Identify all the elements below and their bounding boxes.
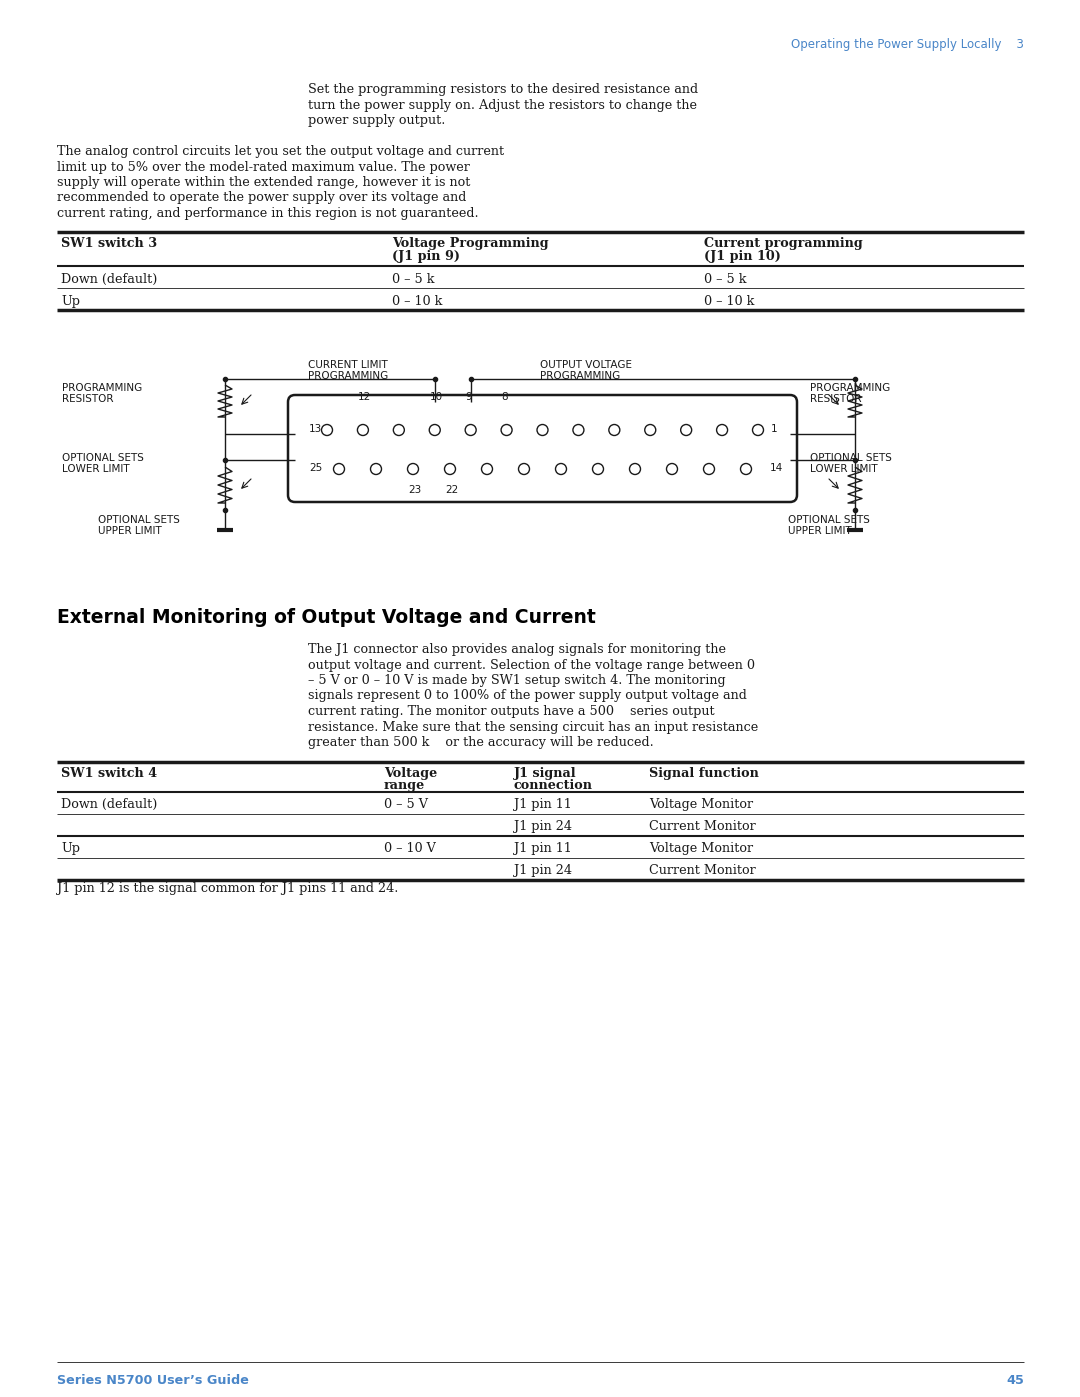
Text: greater than 500 k    or the accuracy will be reduced.: greater than 500 k or the accuracy will …: [308, 736, 653, 749]
Text: 0 – 10 k: 0 – 10 k: [392, 295, 443, 307]
Text: The analog control circuits let you set the output voltage and current: The analog control circuits let you set …: [57, 145, 504, 158]
Text: LOWER LIMIT: LOWER LIMIT: [62, 464, 130, 474]
Text: 0 – 5 k: 0 – 5 k: [392, 272, 434, 286]
Text: current rating. The monitor outputs have a 500    series output: current rating. The monitor outputs have…: [308, 705, 715, 718]
Text: 13: 13: [309, 425, 322, 434]
Text: – 5 V or 0 – 10 V is made by SW1 setup switch 4. The monitoring: – 5 V or 0 – 10 V is made by SW1 setup s…: [308, 673, 726, 687]
Text: range: range: [384, 780, 426, 792]
Text: Operating the Power Supply Locally    3: Operating the Power Supply Locally 3: [792, 38, 1024, 52]
Text: power supply output.: power supply output.: [308, 115, 445, 127]
Text: The J1 connector also provides analog signals for monitoring the: The J1 connector also provides analog si…: [308, 643, 726, 657]
Text: Voltage: Voltage: [384, 767, 437, 780]
Text: output voltage and current. Selection of the voltage range between 0: output voltage and current. Selection of…: [308, 658, 755, 672]
Text: 12: 12: [357, 393, 372, 402]
Text: J1 pin 24: J1 pin 24: [514, 820, 572, 833]
Text: turn the power supply on. Adjust the resistors to change the: turn the power supply on. Adjust the res…: [308, 99, 697, 112]
Text: UPPER LIMIT: UPPER LIMIT: [788, 527, 852, 536]
Text: RESISTOR: RESISTOR: [810, 394, 862, 404]
Text: 22: 22: [445, 485, 458, 495]
Text: recommended to operate the power supply over its voltage and: recommended to operate the power supply …: [57, 191, 467, 204]
Text: 25: 25: [309, 462, 322, 474]
Text: OPTIONAL SETS: OPTIONAL SETS: [62, 453, 144, 462]
Text: J1 pin 12 is the signal common for J1 pins 11 and 24.: J1 pin 12 is the signal common for J1 pi…: [57, 882, 399, 895]
Text: Down (default): Down (default): [60, 798, 158, 812]
Text: 8: 8: [501, 393, 509, 402]
Text: 0 – 5 V: 0 – 5 V: [384, 798, 428, 812]
Text: PROGRAMMING: PROGRAMMING: [540, 372, 620, 381]
Text: Voltage Monitor: Voltage Monitor: [649, 842, 753, 855]
Text: signals represent 0 to 100% of the power supply output voltage and: signals represent 0 to 100% of the power…: [308, 690, 747, 703]
Text: 0 – 10 k: 0 – 10 k: [704, 295, 754, 307]
Text: 1: 1: [771, 425, 778, 434]
Text: Voltage Programming: Voltage Programming: [392, 237, 549, 250]
Text: J1 pin 11: J1 pin 11: [514, 842, 571, 855]
Text: (J1 pin 9): (J1 pin 9): [392, 250, 460, 263]
Text: PROGRAMMING: PROGRAMMING: [62, 383, 143, 393]
Text: J1 signal: J1 signal: [514, 767, 577, 780]
Text: Up: Up: [60, 295, 80, 307]
Text: RESISTOR: RESISTOR: [62, 394, 113, 404]
Text: Series N5700 User’s Guide: Series N5700 User’s Guide: [57, 1375, 248, 1387]
Text: Current Monitor: Current Monitor: [649, 820, 756, 833]
Text: connection: connection: [514, 780, 593, 792]
Text: External Monitoring of Output Voltage and Current: External Monitoring of Output Voltage an…: [57, 608, 596, 627]
Text: SW1 switch 3: SW1 switch 3: [60, 237, 157, 250]
Text: OUTPUT VOLTAGE: OUTPUT VOLTAGE: [540, 360, 632, 370]
Text: SW1 switch 4: SW1 switch 4: [60, 767, 157, 780]
Text: supply will operate within the extended range, however it is not: supply will operate within the extended …: [57, 176, 471, 189]
Text: 14: 14: [770, 462, 783, 474]
Text: Up: Up: [60, 842, 80, 855]
Text: PROGRAMMING: PROGRAMMING: [810, 383, 890, 393]
Text: Current Monitor: Current Monitor: [649, 863, 756, 877]
Text: resistance. Make sure that the sensing circuit has an input resistance: resistance. Make sure that the sensing c…: [308, 721, 758, 733]
Text: Signal function: Signal function: [649, 767, 759, 780]
Text: 0 – 10 V: 0 – 10 V: [384, 842, 436, 855]
Text: Set the programming resistors to the desired resistance and: Set the programming resistors to the des…: [308, 82, 698, 96]
Text: PROGRAMMING: PROGRAMMING: [308, 372, 388, 381]
Text: 23: 23: [408, 485, 421, 495]
Text: CURRENT LIMIT: CURRENT LIMIT: [308, 360, 388, 370]
Text: 0 – 5 k: 0 – 5 k: [704, 272, 746, 286]
Text: 10: 10: [430, 393, 443, 402]
Text: Current programming: Current programming: [704, 237, 863, 250]
Text: Down (default): Down (default): [60, 272, 158, 286]
Text: 9: 9: [465, 393, 472, 402]
Text: UPPER LIMIT: UPPER LIMIT: [98, 527, 162, 536]
Text: Voltage Monitor: Voltage Monitor: [649, 798, 753, 812]
Text: OPTIONAL SETS: OPTIONAL SETS: [98, 515, 180, 525]
Text: (J1 pin 10): (J1 pin 10): [704, 250, 781, 263]
Text: current rating, and performance in this region is not guaranteed.: current rating, and performance in this …: [57, 207, 478, 219]
Text: limit up to 5% over the model-rated maximum value. The power: limit up to 5% over the model-rated maxi…: [57, 161, 470, 173]
Text: OPTIONAL SETS: OPTIONAL SETS: [788, 515, 869, 525]
Text: LOWER LIMIT: LOWER LIMIT: [810, 464, 878, 474]
Text: OPTIONAL SETS: OPTIONAL SETS: [810, 453, 892, 462]
Text: J1 pin 24: J1 pin 24: [514, 863, 572, 877]
Text: J1 pin 11: J1 pin 11: [514, 798, 571, 812]
Text: 45: 45: [1007, 1375, 1024, 1387]
